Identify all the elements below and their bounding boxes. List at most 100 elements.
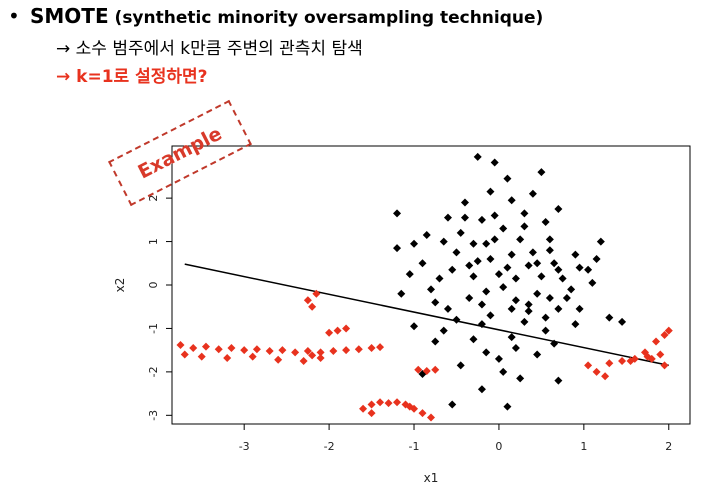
minority-point	[647, 354, 656, 363]
x-tick-label: -2	[324, 440, 335, 453]
minority-point	[201, 342, 210, 351]
majority-point	[482, 348, 491, 357]
minority-point	[354, 345, 363, 354]
minority-point	[312, 289, 321, 298]
minority-point	[316, 348, 325, 357]
minority-point	[393, 398, 402, 407]
majority-point	[452, 315, 461, 324]
majority-point	[562, 294, 571, 303]
minority-point	[197, 352, 206, 361]
minority-point	[422, 367, 431, 376]
majority-point	[494, 270, 503, 279]
x-tick-label: 1	[580, 440, 587, 453]
majority-point	[516, 235, 525, 244]
minority-point	[605, 359, 614, 368]
majority-point	[439, 326, 448, 335]
minority-point	[278, 346, 287, 355]
minority-point	[299, 357, 308, 366]
majority-point	[575, 304, 584, 313]
majority-point	[567, 285, 576, 294]
majority-point	[545, 246, 554, 255]
slide-title: • SMOTE (synthetic minority oversampling …	[8, 4, 543, 28]
majority-point	[541, 218, 550, 227]
majority-point	[465, 261, 474, 270]
y-tick-label: -2	[147, 366, 160, 377]
minority-point	[240, 346, 249, 355]
majority-point	[393, 244, 402, 253]
majority-point	[431, 337, 440, 346]
majority-point	[452, 248, 461, 257]
minority-point	[308, 302, 317, 311]
majority-point	[533, 350, 542, 359]
majority-point	[410, 239, 419, 248]
majority-point	[499, 224, 508, 233]
minority-point	[359, 404, 368, 413]
x-axis-label: x1	[424, 471, 439, 485]
majority-point	[588, 278, 597, 287]
minority-point	[418, 409, 427, 418]
minority-point	[618, 357, 627, 366]
majority-point	[558, 274, 567, 283]
majority-point	[524, 307, 533, 316]
majority-point	[554, 265, 563, 274]
majority-point	[503, 263, 512, 272]
subtitle-line-2: → k=1로 설정하면?	[56, 67, 208, 87]
majority-point	[528, 189, 537, 198]
majority-point	[482, 239, 491, 248]
majority-point	[456, 228, 465, 237]
majority-point	[477, 385, 486, 394]
minority-point	[664, 326, 673, 335]
majority-point	[618, 317, 627, 326]
y-tick-label: 0	[147, 282, 160, 289]
minority-point	[584, 361, 593, 370]
majority-point	[431, 298, 440, 307]
majority-point	[490, 235, 499, 244]
majority-point	[596, 237, 605, 246]
majority-point	[511, 274, 520, 283]
majority-point	[511, 343, 520, 352]
majority-point	[537, 168, 546, 177]
minority-point	[189, 343, 198, 352]
majority-point	[533, 289, 542, 298]
majority-point	[554, 376, 563, 385]
majority-point	[490, 211, 499, 220]
majority-point	[507, 250, 516, 259]
y-tick-label: 1	[147, 238, 160, 245]
regression-line	[184, 263, 669, 367]
majority-point	[443, 304, 452, 313]
majority-point	[584, 265, 593, 274]
majority-point	[418, 259, 427, 268]
y-tick-label: 2	[147, 195, 160, 202]
majority-point	[545, 235, 554, 244]
minority-point	[252, 345, 261, 354]
majority-point	[499, 283, 508, 292]
minority-point	[367, 343, 376, 352]
majority-point	[541, 313, 550, 322]
y-tick-label: -1	[147, 323, 160, 334]
majority-point	[537, 272, 546, 281]
majority-point	[503, 174, 512, 183]
majority-point	[397, 289, 406, 298]
minority-point	[291, 348, 300, 357]
majority-point	[507, 196, 516, 205]
majority-point	[435, 274, 444, 283]
majority-point	[460, 198, 469, 207]
majority-point	[486, 311, 495, 320]
minority-point	[660, 330, 669, 339]
minority-point	[656, 350, 665, 359]
minority-point	[427, 413, 435, 422]
majority-point	[448, 265, 457, 274]
minority-point	[626, 357, 635, 366]
majority-point	[575, 263, 584, 272]
minority-point	[316, 353, 325, 362]
majority-point	[528, 248, 537, 257]
minority-point	[652, 337, 661, 346]
majority-point	[460, 213, 469, 222]
majority-point	[486, 187, 495, 196]
majority-point	[571, 320, 580, 329]
majority-point	[448, 400, 457, 409]
minority-point	[325, 328, 334, 337]
majority-point	[571, 250, 580, 259]
plot-frame	[171, 145, 691, 425]
majority-point	[393, 209, 402, 218]
